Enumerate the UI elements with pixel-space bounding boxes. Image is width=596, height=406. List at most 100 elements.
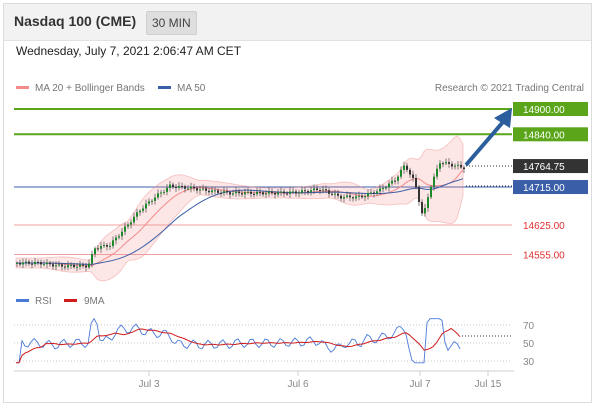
candle-body	[451, 163, 453, 167]
candle-body	[34, 261, 36, 265]
candle-body	[139, 210, 141, 213]
candle-body	[253, 193, 255, 195]
candle-body	[145, 203, 147, 209]
chart-datetime: Wednesday, July 7, 2021 2:06:47 AM CET	[16, 44, 242, 58]
rsi-level-label-0: 70	[523, 321, 535, 332]
candle-body	[49, 262, 51, 265]
x-label-3: Jul 15	[475, 379, 502, 390]
candle-body	[115, 237, 117, 241]
candle-body	[460, 164, 462, 168]
candle-body	[79, 264, 81, 267]
x-label-1: Jul 6	[287, 379, 309, 390]
candle-body	[436, 168, 438, 177]
candle-body	[46, 262, 48, 265]
candle-body	[445, 162, 447, 164]
candle-body	[457, 164, 459, 166]
candle-body	[97, 248, 99, 250]
candle-body	[61, 264, 63, 267]
candle-body	[193, 186, 195, 189]
candle-body	[385, 187, 387, 189]
candle-body	[211, 190, 213, 193]
candle-body	[190, 186, 192, 189]
candle-body	[415, 177, 417, 188]
candle-body	[127, 224, 129, 227]
candle-body	[238, 191, 240, 194]
candle-body	[163, 191, 165, 193]
candle-body	[187, 188, 189, 190]
candle-body	[166, 187, 168, 192]
candle-body	[43, 264, 45, 266]
candle-body	[91, 254, 93, 264]
candle-body	[256, 191, 258, 195]
candle-body	[130, 222, 132, 225]
candle-body	[454, 165, 456, 167]
candle-body	[379, 188, 381, 192]
candle-body	[37, 261, 39, 263]
candle-body	[427, 197, 429, 208]
candle-body	[22, 262, 24, 265]
candle-body	[100, 246, 102, 249]
candle-body	[154, 197, 156, 201]
candle-body	[88, 263, 90, 268]
candle-body	[304, 190, 306, 192]
candle-body	[223, 191, 225, 193]
candle-body	[286, 193, 288, 195]
x-label-2: Jul 7	[409, 379, 431, 390]
candle-body	[265, 193, 267, 195]
candle-body	[352, 197, 354, 199]
candle-body	[172, 184, 174, 187]
candle-body	[85, 265, 87, 268]
candle-body	[406, 165, 408, 170]
candle-body	[31, 263, 33, 265]
candle-body	[169, 184, 171, 188]
candle-body	[307, 191, 309, 193]
candle-body	[142, 208, 144, 211]
level-label-box-0	[513, 102, 588, 116]
candle-body	[64, 266, 66, 268]
candle-body	[151, 200, 153, 202]
candle-body	[322, 189, 324, 191]
candle-body	[136, 212, 138, 217]
candle-body	[439, 163, 441, 169]
candle-body	[199, 189, 201, 191]
candle-body	[463, 167, 465, 170]
candle-body	[355, 196, 357, 199]
candle-body	[418, 187, 420, 202]
candle-body	[40, 262, 42, 265]
level-label-box-2	[513, 159, 588, 174]
candle-body	[370, 192, 372, 194]
candle-body	[319, 189, 321, 191]
candle-body	[217, 190, 219, 193]
candle-body	[58, 264, 60, 266]
candle-body	[313, 188, 315, 191]
level-label-0: 14900.00	[523, 105, 565, 116]
rsi-ma-line	[16, 327, 461, 364]
candle-body	[421, 201, 423, 214]
credit-label: Research © 2021 Trading Central	[435, 83, 584, 94]
timeframe-button[interactable]: 30 MIN	[146, 11, 197, 35]
candle-body	[397, 176, 399, 181]
candle-body	[133, 216, 135, 223]
level-label-3: 14715.00	[523, 183, 565, 194]
candle-body	[301, 190, 303, 193]
rsi-legend-swatch	[16, 299, 29, 302]
candle-body	[328, 190, 330, 194]
candle-body	[25, 261, 27, 263]
chart-header: Nasdaq 100 (CME) 30 MIN	[4, 4, 591, 41]
candle-body	[346, 195, 348, 198]
candle-body	[268, 191, 270, 194]
candle-body	[109, 245, 111, 247]
candle-body	[235, 191, 237, 194]
level-label-2: 14764.75	[523, 162, 565, 173]
candle-body	[19, 263, 21, 265]
candle-body	[73, 264, 75, 268]
ma50-line	[16, 178, 464, 265]
candle-body	[400, 169, 402, 177]
candle-body	[433, 176, 435, 187]
candle-body	[202, 188, 204, 190]
candle-body	[124, 226, 126, 232]
candle-body	[103, 244, 105, 247]
candle-body	[337, 193, 339, 196]
candle-body	[121, 231, 123, 237]
rsi-ma-legend-label: 9MA	[84, 296, 105, 307]
